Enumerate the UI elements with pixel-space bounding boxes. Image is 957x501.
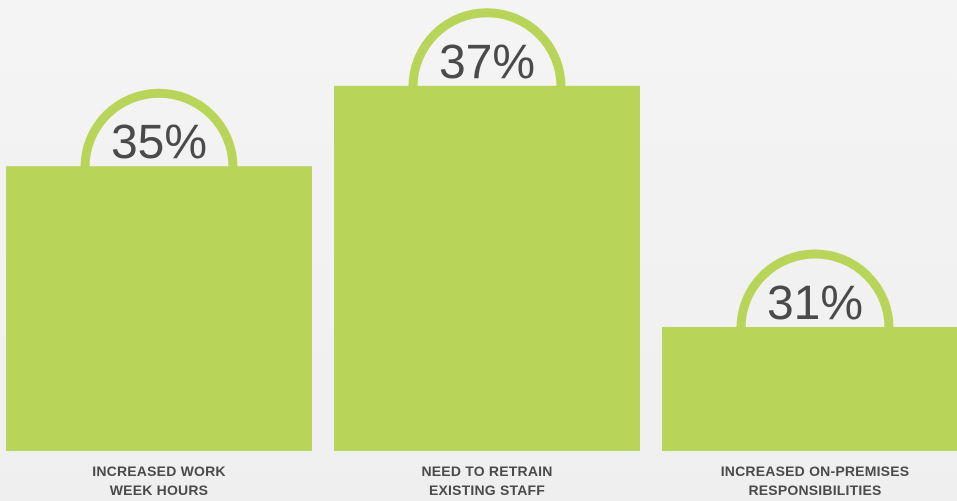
- category-label-line: RESPONSIBILITIES: [748, 482, 882, 498]
- category-label-need-to-retrain-existing-staff: NEED TO RETRAIN EXISTING STAFF: [334, 462, 640, 500]
- value-label-increased-work-week-hours: 35%: [111, 116, 207, 169]
- category-label-line: EXISTING STAFF: [428, 482, 546, 498]
- bar-top-arc: [408, 8, 566, 87]
- category-label-increased-on-premises-responsibilities: INCREASED ON-PREMISES RESPONSIBILITIES: [662, 462, 957, 500]
- bar-increased-work-week-hours: [6, 166, 312, 451]
- category-label-line: WEEK HOURS: [109, 482, 209, 498]
- bar-top-arc: [80, 88, 238, 168]
- category-label-line: INCREASED ON-PREMISES: [720, 463, 910, 479]
- bar-top-arc: [736, 249, 894, 329]
- value-label-need-to-retrain-existing-staff: 37%: [439, 36, 535, 89]
- bar-increased-on-premises-responsibilities: [662, 327, 957, 451]
- value-label-increased-on-premises-responsibilities: 31%: [767, 277, 863, 330]
- bar-need-to-retrain-existing-staff: [334, 85, 640, 452]
- category-label-increased-work-week-hours: INCREASED WORK WEEK HOURS: [6, 462, 312, 500]
- category-label-line: NEED TO RETRAIN: [421, 463, 553, 479]
- category-label-line: INCREASED WORK: [92, 463, 226, 479]
